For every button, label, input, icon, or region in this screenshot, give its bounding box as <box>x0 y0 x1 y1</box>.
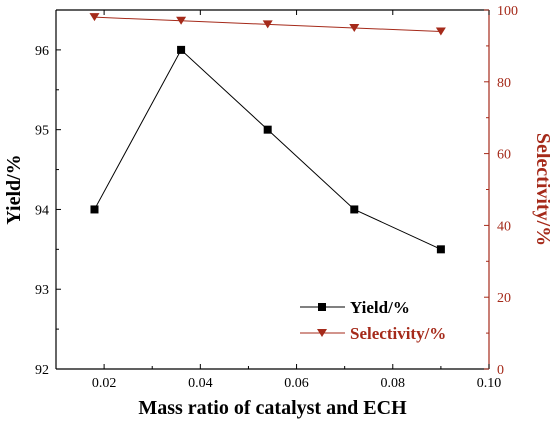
x-tick-label: 0.02 <box>92 376 117 391</box>
yield-point <box>263 125 272 134</box>
x-tick-label: 0.06 <box>284 376 309 391</box>
x-tick-label: 0.10 <box>477 376 502 391</box>
y-right-tick-label: 0 <box>497 363 504 378</box>
yield-point <box>177 45 186 54</box>
y-left-tick-label: 92 <box>35 363 49 378</box>
series-line-yield <box>94 49 442 250</box>
axes-frame: 0.02 0.04 0.06 0.08 0.10 92 93 94 95 96 0 20 40 60 80 1… <box>35 4 518 391</box>
y-right-tick-label: 100 <box>497 4 518 19</box>
y-left-tick-label: 93 <box>35 283 49 298</box>
legend: Yield/% Selectivity/% <box>300 298 446 343</box>
legend-marker-triangle <box>317 329 327 337</box>
x-tick-label: 0.04 <box>188 376 213 391</box>
x-axis-title: Mass ratio of catalyst and ECH <box>138 397 407 419</box>
y-right-tick-label: 80 <box>497 76 511 91</box>
legend-label: Yield/% <box>350 298 410 317</box>
selectivity-point <box>349 23 360 32</box>
y-right-tick-label: 40 <box>497 219 511 234</box>
y-right-tick-label: 20 <box>497 291 511 306</box>
selectivity-point <box>89 13 100 22</box>
series-layer <box>89 13 446 254</box>
legend-marker-square <box>318 303 326 311</box>
selectivity-point <box>262 20 273 29</box>
yield-point <box>350 205 359 214</box>
yield-point <box>90 205 99 214</box>
y-left-tick-label: 96 <box>35 44 49 59</box>
legend-label: Selectivity/% <box>350 324 446 343</box>
y-left-tick-label: 94 <box>35 203 49 218</box>
y-right-axis-title: Selectivity/% <box>532 133 550 246</box>
x-tick-label: 0.08 <box>381 376 406 391</box>
y-left-axis-title: Yield/% <box>3 154 25 224</box>
y-left-tick-label: 95 <box>35 124 49 139</box>
y-right-tick-label: 60 <box>497 148 511 163</box>
selectivity-point <box>435 27 446 36</box>
yield-point <box>436 245 445 254</box>
selectivity-point <box>176 16 187 25</box>
